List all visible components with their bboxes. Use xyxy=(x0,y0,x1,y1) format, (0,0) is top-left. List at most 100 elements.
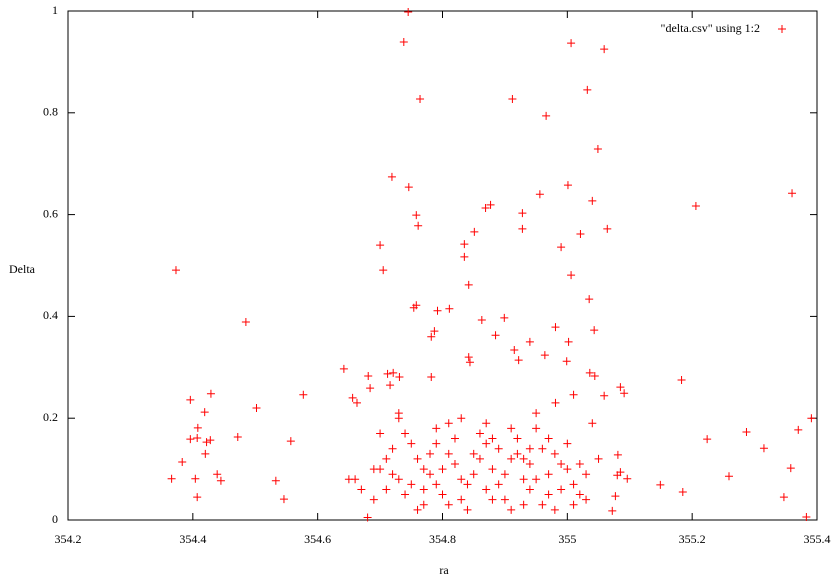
data-point xyxy=(366,384,375,393)
legend-label: "delta.csv" using 1:2 xyxy=(661,21,760,35)
x-tick-label: 354.4 xyxy=(179,532,206,546)
y-tick-label: 0.4 xyxy=(43,308,58,322)
data-point xyxy=(286,437,295,446)
data-point xyxy=(167,474,176,483)
data-point xyxy=(569,500,578,509)
data-point xyxy=(542,111,551,120)
data-point xyxy=(339,364,348,373)
data-point xyxy=(450,460,459,469)
data-point xyxy=(433,306,442,315)
data-point xyxy=(567,39,576,48)
data-point xyxy=(426,470,435,479)
data-point xyxy=(206,436,215,445)
data-point xyxy=(563,465,572,474)
data-point xyxy=(463,480,472,489)
data-point xyxy=(510,345,519,354)
data-point xyxy=(432,439,441,448)
data-point xyxy=(535,190,544,199)
data-point xyxy=(388,444,397,453)
data-point xyxy=(507,454,516,463)
data-point xyxy=(486,200,495,209)
data-point xyxy=(600,391,609,400)
data-point xyxy=(507,424,516,433)
data-point xyxy=(444,419,453,428)
data-point xyxy=(186,395,195,404)
data-point xyxy=(518,224,527,233)
data-point xyxy=(444,449,453,458)
data-point xyxy=(538,500,547,509)
x-axis-label: ra xyxy=(439,563,449,577)
x-tick-label: 355 xyxy=(558,532,576,546)
data-point xyxy=(678,488,687,497)
data-point xyxy=(514,356,523,365)
data-point xyxy=(550,505,559,514)
data-point xyxy=(401,429,410,438)
data-point xyxy=(508,95,517,104)
data-point xyxy=(387,172,396,181)
data-point xyxy=(460,252,469,261)
data-point xyxy=(703,435,712,444)
data-point xyxy=(412,301,421,310)
data-point xyxy=(557,460,566,469)
data-point xyxy=(794,425,803,434)
data-point xyxy=(171,266,180,275)
data-point xyxy=(551,398,560,407)
data-point xyxy=(364,371,373,380)
data-point xyxy=(500,470,509,479)
data-point xyxy=(457,414,466,423)
data-point xyxy=(475,429,484,438)
data-point xyxy=(575,460,584,469)
data-point xyxy=(482,485,491,494)
data-point xyxy=(469,470,478,479)
data-point xyxy=(463,505,472,514)
data-point xyxy=(525,460,534,469)
y-axis-label: Delta xyxy=(9,262,36,276)
data-point xyxy=(594,454,603,463)
data-point xyxy=(590,371,599,380)
data-point xyxy=(432,424,441,433)
data-point xyxy=(519,500,528,509)
data-point xyxy=(401,490,410,499)
data-point xyxy=(620,389,629,398)
data-point xyxy=(389,368,398,377)
data-point xyxy=(352,398,361,407)
data-point xyxy=(206,389,215,398)
data-point xyxy=(404,8,413,17)
data-point xyxy=(233,433,242,442)
data-point xyxy=(576,229,585,238)
data-point xyxy=(532,424,541,433)
data-point xyxy=(500,495,509,504)
data-point xyxy=(481,203,490,212)
x-tick-label: 355.4 xyxy=(804,532,831,546)
data-point xyxy=(518,209,527,218)
data-point xyxy=(404,183,413,192)
data-point xyxy=(193,493,202,502)
data-point xyxy=(344,475,353,484)
data-point xyxy=(388,470,397,479)
data-point xyxy=(376,429,385,438)
data-point xyxy=(413,505,422,514)
data-point xyxy=(807,414,816,423)
data-point xyxy=(603,224,612,233)
data-point xyxy=(513,449,522,458)
x-tick-label: 354.6 xyxy=(304,532,331,546)
data-point xyxy=(562,357,571,366)
data-point xyxy=(213,470,222,479)
data-point xyxy=(460,240,469,249)
data-point xyxy=(608,506,617,515)
data-point xyxy=(438,490,447,499)
data-point xyxy=(613,471,622,480)
data-point xyxy=(419,500,428,509)
data-point xyxy=(724,472,733,481)
data-point xyxy=(299,390,308,399)
data-point xyxy=(590,326,599,335)
data-point xyxy=(557,243,566,252)
data-point xyxy=(588,196,597,205)
data-point xyxy=(457,495,466,504)
data-point xyxy=(469,449,478,458)
data-point xyxy=(383,369,392,378)
data-point xyxy=(500,313,509,322)
data-point xyxy=(394,475,403,484)
data-point xyxy=(569,480,578,489)
data-point xyxy=(788,189,797,198)
